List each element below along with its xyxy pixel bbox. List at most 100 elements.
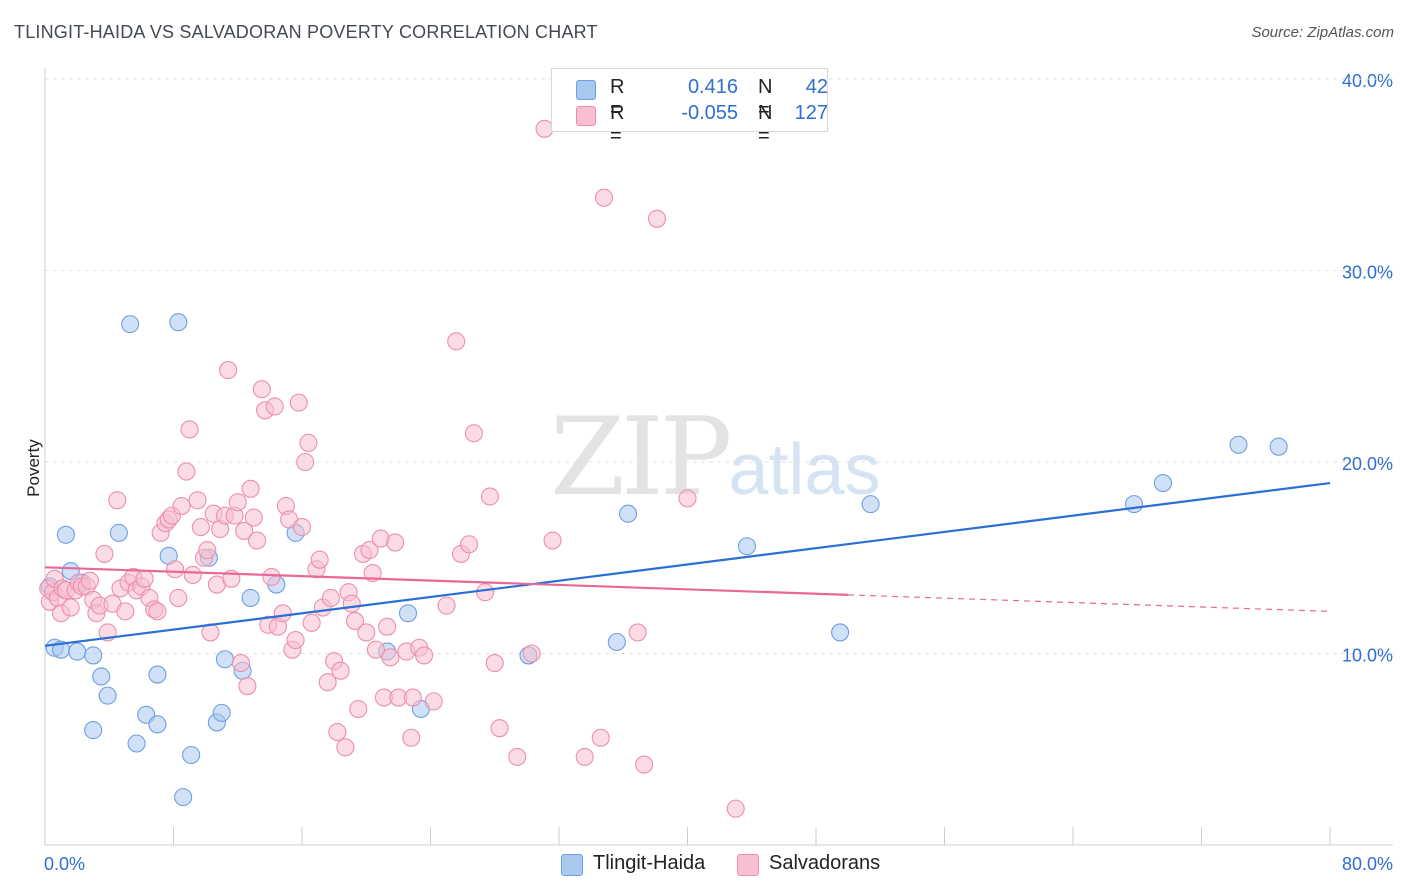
tlingit-haida-point bbox=[56, 525, 75, 544]
tlingit-haida-point bbox=[861, 495, 880, 514]
salvadorans-point bbox=[318, 673, 337, 692]
tlingit-haida-point bbox=[98, 686, 117, 705]
salvadorans-point bbox=[415, 646, 434, 665]
salvadorans-point bbox=[286, 631, 305, 650]
tlingit-haida-point bbox=[148, 715, 167, 734]
salvadorans-point bbox=[381, 648, 400, 667]
salvadorans-point bbox=[480, 487, 499, 506]
tlingit-haida-point bbox=[68, 642, 87, 661]
salvadorans-point bbox=[575, 747, 594, 766]
legend-swatch-tlingit-haida bbox=[576, 80, 596, 100]
salvadorans-point bbox=[219, 361, 238, 380]
tlingit-haida-point bbox=[121, 315, 140, 334]
salvadorans-point bbox=[231, 654, 251, 673]
tlingit-haida-point bbox=[169, 313, 188, 332]
salvadorans-point bbox=[177, 462, 196, 481]
salvadorans-point bbox=[198, 541, 217, 560]
salvadorans-point bbox=[228, 493, 247, 512]
tlingit-haida-point bbox=[215, 650, 234, 669]
legend-r-value: -0.055 bbox=[681, 102, 738, 124]
salvadorans-point bbox=[485, 654, 504, 673]
salvadorans-point bbox=[169, 588, 188, 608]
salvadorans-point bbox=[95, 544, 114, 563]
salvadorans-point bbox=[360, 541, 379, 560]
tlingit-haida-point bbox=[1229, 435, 1248, 454]
salvadorans-point bbox=[437, 596, 456, 615]
tlingit-haida-point bbox=[737, 537, 756, 556]
salvadorans-point bbox=[366, 640, 385, 659]
chart-title: TLINGIT-HAIDA VS SALVADORAN POVERTY CORR… bbox=[14, 22, 598, 42]
salvadorans-point bbox=[349, 699, 368, 719]
y-axis-label: Poverty bbox=[24, 439, 43, 497]
salvadorans-point bbox=[378, 617, 397, 636]
salvadorans-point bbox=[522, 644, 541, 663]
salvadorans-point bbox=[252, 380, 271, 399]
salvadorans-point bbox=[273, 604, 292, 623]
tlingit-haida-point bbox=[607, 632, 626, 652]
salvadorans-point bbox=[678, 489, 697, 508]
x-tick-label: 80.0% bbox=[1342, 854, 1393, 874]
salvadorans-point bbox=[336, 738, 355, 757]
tlingit-haida-point bbox=[1124, 495, 1144, 514]
legend-r-label: R = bbox=[610, 102, 625, 147]
salvadorans-point bbox=[476, 583, 495, 602]
legend-swatch-salvadorans bbox=[576, 106, 596, 126]
salvadorans-point bbox=[402, 728, 421, 747]
tlingit-haida-point bbox=[831, 623, 850, 642]
bottom-legend-label: Salvadorans bbox=[769, 852, 881, 874]
salvadorans-point bbox=[357, 623, 376, 642]
watermark: ZIPatlas bbox=[550, 395, 880, 520]
salvadorans-point bbox=[647, 209, 667, 228]
salvadorans-point bbox=[508, 747, 527, 766]
salvadorans-point bbox=[490, 719, 509, 738]
bottom-legend-swatch-tlingit-haida bbox=[561, 854, 583, 876]
salvadorans-point bbox=[80, 571, 100, 590]
tlingit-haida-point bbox=[212, 703, 231, 722]
correlation-legend: R = 0.416 N = 42 R = -0.055 N = 127 bbox=[551, 68, 828, 147]
y-tick-label: 10.0% bbox=[1342, 646, 1393, 666]
salvadorans-point bbox=[299, 433, 318, 452]
salvadorans-point bbox=[241, 479, 260, 498]
legend-n-label: N = bbox=[758, 76, 773, 121]
salvadorans-point bbox=[424, 692, 443, 711]
y-tick-label: 40.0% bbox=[1342, 71, 1393, 91]
y-tick-label: 30.0% bbox=[1342, 263, 1393, 283]
salvadorans-point bbox=[188, 491, 207, 510]
bottom-legend-swatch-salvadorans bbox=[737, 854, 759, 876]
tlingit-haida-point bbox=[241, 588, 260, 608]
salvadorans-point bbox=[238, 677, 257, 696]
salvadorans-trendline-extension bbox=[848, 594, 1331, 612]
salvadorans-point bbox=[543, 531, 562, 550]
tlingit-haida-point bbox=[1153, 474, 1172, 493]
tlingit-haida-point bbox=[619, 504, 638, 523]
tlingit-haida-point bbox=[127, 734, 146, 753]
source-credit: Source: ZipAtlas.com bbox=[1251, 24, 1394, 41]
x-tick-label: 0.0% bbox=[44, 854, 85, 874]
salvadorans-point bbox=[235, 521, 254, 540]
tlingit-haida-point bbox=[148, 665, 167, 684]
salvadorans-point bbox=[321, 588, 340, 608]
legend-r-label: R = bbox=[610, 76, 625, 121]
salvadorans-point bbox=[464, 424, 483, 443]
salvadorans-point bbox=[635, 755, 654, 774]
tlingit-haida-point bbox=[84, 646, 103, 665]
tlingit-haida-point bbox=[182, 745, 201, 765]
tlingit-haida-point bbox=[398, 604, 418, 623]
salvadorans-point bbox=[328, 722, 347, 742]
salvadorans-point bbox=[166, 560, 185, 579]
tlingit-haida-point bbox=[92, 667, 111, 686]
y-tick-label: 20.0% bbox=[1342, 454, 1393, 474]
salvadorans-point bbox=[183, 565, 202, 585]
salvadorans-point bbox=[331, 661, 350, 680]
salvadorans-point bbox=[345, 611, 365, 630]
salvadorans-point bbox=[628, 623, 647, 642]
salvadorans-point bbox=[292, 518, 312, 537]
tlingit-haida-point bbox=[174, 788, 193, 807]
salvadorans-point bbox=[594, 188, 614, 207]
salvadorans-point bbox=[265, 397, 284, 416]
salvadorans-point bbox=[310, 550, 329, 569]
salvadorans-point bbox=[247, 531, 267, 550]
salvadorans-point bbox=[591, 728, 610, 747]
tlingit-haida-point bbox=[1269, 437, 1288, 456]
